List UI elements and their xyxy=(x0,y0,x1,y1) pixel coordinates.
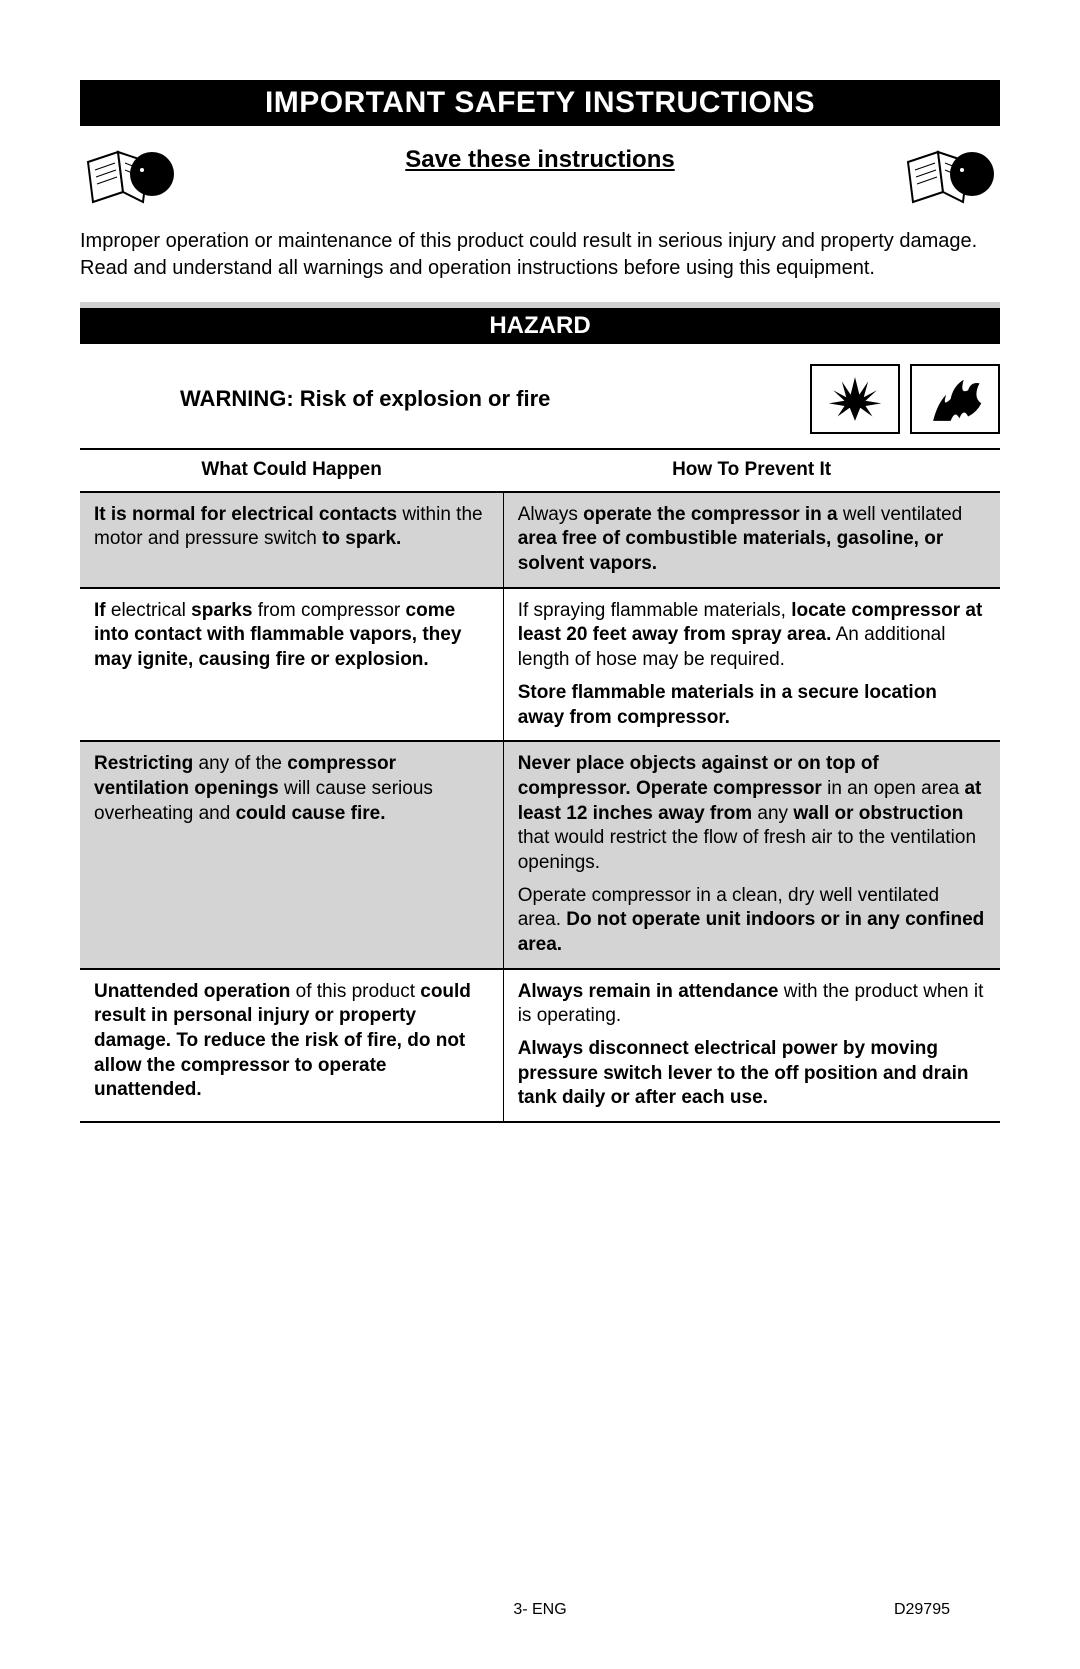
how-to-prevent-cell: If spraying flammable materials, locate … xyxy=(503,588,1000,741)
what-could-happen-cell: Restricting any of the compressor ventil… xyxy=(80,741,503,969)
subtitle: Save these instructions xyxy=(180,142,900,174)
what-could-happen-cell: Unattended operation of this product cou… xyxy=(80,969,503,1122)
column-header-left: What Could Happen xyxy=(80,449,503,492)
table-row: Unattended operation of this product cou… xyxy=(80,969,1000,1122)
how-to-prevent-cell: Always operate the compressor in a well … xyxy=(503,492,1000,588)
warning-row: WARNING: Risk of explosion or fire xyxy=(80,364,1000,434)
warning-icons xyxy=(810,364,1000,434)
how-to-prevent-cell: Always remain in attendance with the pro… xyxy=(503,969,1000,1122)
title-bar: IMPORTANT SAFETY INSTRUCTIONS xyxy=(80,80,1000,126)
intro-paragraph: Improper operation or maintenance of thi… xyxy=(80,228,1000,282)
table-row: Restricting any of the compressor ventil… xyxy=(80,741,1000,969)
what-could-happen-cell: It is normal for electrical contacts wit… xyxy=(80,492,503,588)
subtitle-row: Save these instructions xyxy=(80,142,1000,212)
manual-reader-icon xyxy=(900,142,1000,212)
table-row: If electrical sparks from compressor com… xyxy=(80,588,1000,741)
document-number: D29795 xyxy=(894,1601,950,1619)
fire-icon xyxy=(910,364,1000,434)
what-could-happen-cell: If electrical sparks from compressor com… xyxy=(80,588,503,741)
column-header-right: How To Prevent It xyxy=(503,449,1000,492)
hazard-bar: HAZARD xyxy=(80,302,1000,344)
manual-reader-icon xyxy=(80,142,180,212)
safety-table: What Could Happen How To Prevent It It i… xyxy=(80,448,1000,1123)
table-row: It is normal for electrical contacts wit… xyxy=(80,492,1000,588)
explosion-icon xyxy=(810,364,900,434)
warning-heading: WARNING: Risk of explosion or fire xyxy=(80,386,550,412)
how-to-prevent-cell: Never place objects against or on top of… xyxy=(503,741,1000,969)
